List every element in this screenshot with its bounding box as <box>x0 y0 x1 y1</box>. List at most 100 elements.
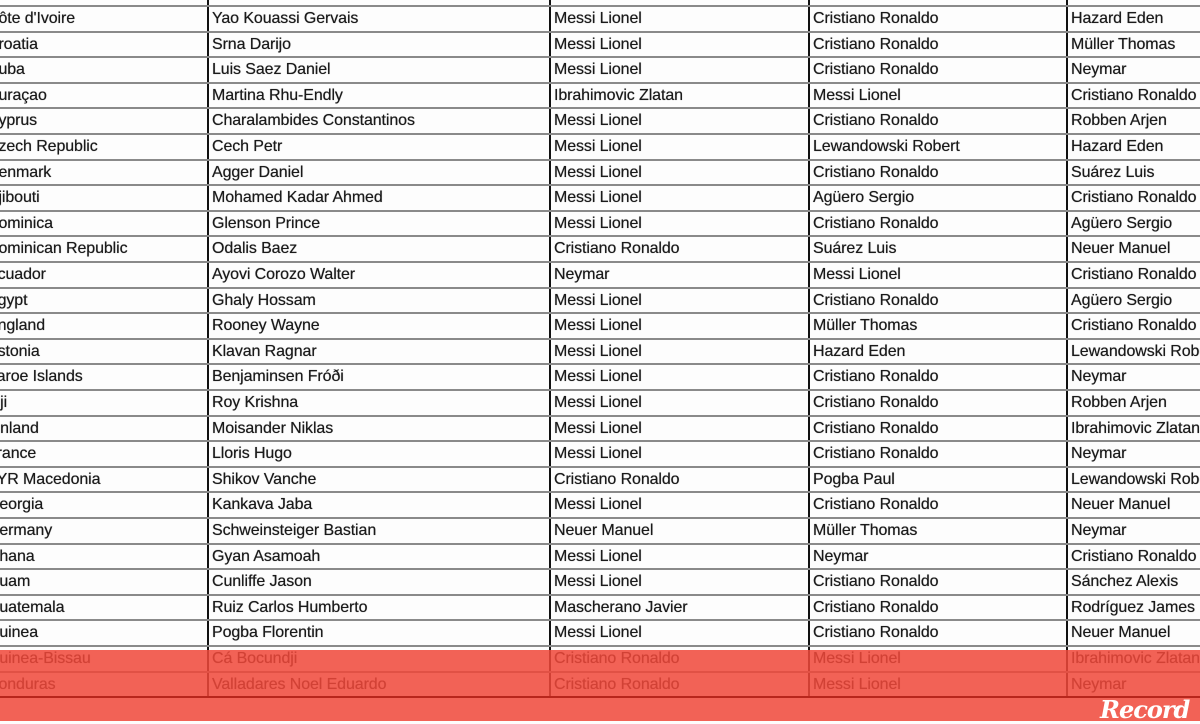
cell-second-choice: Cristiano Ronaldo <box>808 391 1066 415</box>
cell-captain: Pogba Florentin <box>207 621 549 645</box>
cell-second-choice: Agüero Sergio <box>808 186 1066 210</box>
cell-captain: Luis Saez Daniel <box>207 58 549 82</box>
cell-country: FYR Macedonia <box>0 470 101 488</box>
cell-second-choice: Cristiano Ronaldo <box>808 442 1066 466</box>
cell-captain: Shikov Vanche <box>207 467 549 492</box>
cell-third-choice: Neymar <box>1066 58 1200 82</box>
cell-third-choice: Agüero Sergio <box>1066 288 1200 313</box>
cell-first-choice: Messi Lionel <box>549 109 808 133</box>
cell-country: Ecuador <box>0 266 46 283</box>
cell-third-choice: Agüero Sergio <box>1066 211 1200 236</box>
cell-third-choice: Neuer Manuel <box>1066 237 1200 261</box>
cell-captain: Srna Darijo <box>207 32 549 57</box>
cell-captain: Cunliffe Jason <box>207 570 549 594</box>
cell-first-choice: Messi Lionel <box>549 442 808 466</box>
table-row: Guatemala Ruiz Carlos HumbertoMascherano … <box>0 595 1200 622</box>
cell-third-choice: Hazard Eden <box>1066 135 1200 159</box>
cell-country: Ghana <box>0 547 35 565</box>
cell-second-choice: Müller Thomas <box>808 314 1066 338</box>
cell-second-choice: Cristiano Ronaldo <box>808 288 1066 313</box>
cell-third-choice: Hazard Eden <box>1066 7 1200 31</box>
cell-third-choice: Neymar <box>1066 442 1200 466</box>
cell-second-choice: Messi Lionel <box>808 83 1066 108</box>
cell-country: Cuba <box>0 61 25 79</box>
cell-first-choice: Messi Lionel <box>549 211 808 236</box>
cell-second-choice <box>808 0 1066 5</box>
cell-third-choice: Lewandowski Robert <box>1066 467 1200 492</box>
cell-second-choice: Cristiano Ronaldo <box>808 160 1066 185</box>
cell-captain: Glenson Prince <box>207 211 549 236</box>
cell-country: Guatemala <box>0 598 65 616</box>
cell-country: Czech Republic <box>0 138 98 155</box>
cell-country: Fiji <box>0 394 8 411</box>
cell-country: Egypt <box>0 291 28 309</box>
cell-country: Estonia <box>0 342 40 360</box>
cell-second-choice: Neymar <box>808 544 1066 569</box>
cell-captain: Moisander Niklas <box>207 416 549 441</box>
cell-first-choice: Messi Lionel <box>549 135 808 159</box>
cell-third-choice: Cristiano Ronaldo <box>1066 186 1200 210</box>
cell-captain: Mohamed Kadar Ahmed <box>207 186 549 210</box>
cell-country: Guinea <box>0 624 38 642</box>
cell-captain: Roy Krishna <box>207 391 549 415</box>
cell-captain: Lloris Hugo <box>207 442 549 466</box>
table-row-partial <box>0 0 1200 7</box>
cell-country: Faroe Islands <box>0 368 83 386</box>
cell-third-choice: Müller Thomas <box>1066 32 1200 57</box>
cell-captain: Charalambides Constantinos <box>207 109 549 133</box>
cell-third-choice: Robben Arjen <box>1066 391 1200 415</box>
cell-captain <box>207 0 549 5</box>
cell-third-choice <box>1066 0 1200 5</box>
cell-country: Guam <box>0 573 31 591</box>
cell-first-choice: Neymar <box>549 263 808 287</box>
cell-first-choice: Messi Lionel <box>549 160 808 185</box>
cell-first-choice: Mascherano Javier <box>549 595 808 620</box>
cell-second-choice: Cristiano Ronaldo <box>808 570 1066 594</box>
cell-second-choice: Cristiano Ronaldo <box>808 7 1066 31</box>
cell-country: Croatia <box>0 35 38 53</box>
cell-first-choice: Messi Lionel <box>549 7 808 31</box>
cell-first-choice: Ibrahimovic Zlatan <box>549 83 808 108</box>
cell-second-choice: Lewandowski Robert <box>808 135 1066 159</box>
cell-first-choice: Messi Lionel <box>549 570 808 594</box>
cell-first-choice: Messi Lionel <box>549 493 808 517</box>
cell-first-choice: Messi Lionel <box>549 416 808 441</box>
cell-second-choice: Cristiano Ronaldo <box>808 32 1066 57</box>
cell-first-choice: Messi Lionel <box>549 339 808 364</box>
cell-country: Germany <box>0 522 53 539</box>
cell-third-choice: Cristiano Ronaldo <box>1066 314 1200 338</box>
cell-country: Dominican Republic <box>0 240 128 258</box>
cell-second-choice: Cristiano Ronaldo <box>808 365 1066 389</box>
cell-first-choice: Messi Lionel <box>549 58 808 82</box>
cell-country <box>0 0 207 5</box>
cell-first-choice: Messi Lionel <box>549 365 808 389</box>
cell-third-choice: Robben Arjen <box>1066 109 1200 133</box>
cell-second-choice: Hazard Eden <box>808 339 1066 364</box>
cell-third-choice: Cristiano Ronaldo <box>1066 83 1200 108</box>
cell-second-choice: Müller Thomas <box>808 519 1066 543</box>
cell-third-choice: Lewandowski Robert <box>1066 339 1200 364</box>
cell-captain: Martina Rhu-Endly <box>207 83 549 108</box>
cell-second-choice: Suárez Luis <box>808 237 1066 261</box>
cell-second-choice: Cristiano Ronaldo <box>808 621 1066 645</box>
cell-country: Djibouti <box>0 189 40 207</box>
cell-first-choice: Messi Lionel <box>549 314 808 338</box>
cell-third-choice: Cristiano Ronaldo <box>1066 544 1200 569</box>
cell-second-choice: Cristiano Ronaldo <box>808 416 1066 441</box>
cell-second-choice: Cristiano Ronaldo <box>808 211 1066 236</box>
cell-third-choice: Cristiano Ronaldo <box>1066 263 1200 287</box>
table-row: Dominican Republic Odalis Baez Cristiano R… <box>0 237 1200 263</box>
record-logo: Record <box>1100 695 1190 724</box>
